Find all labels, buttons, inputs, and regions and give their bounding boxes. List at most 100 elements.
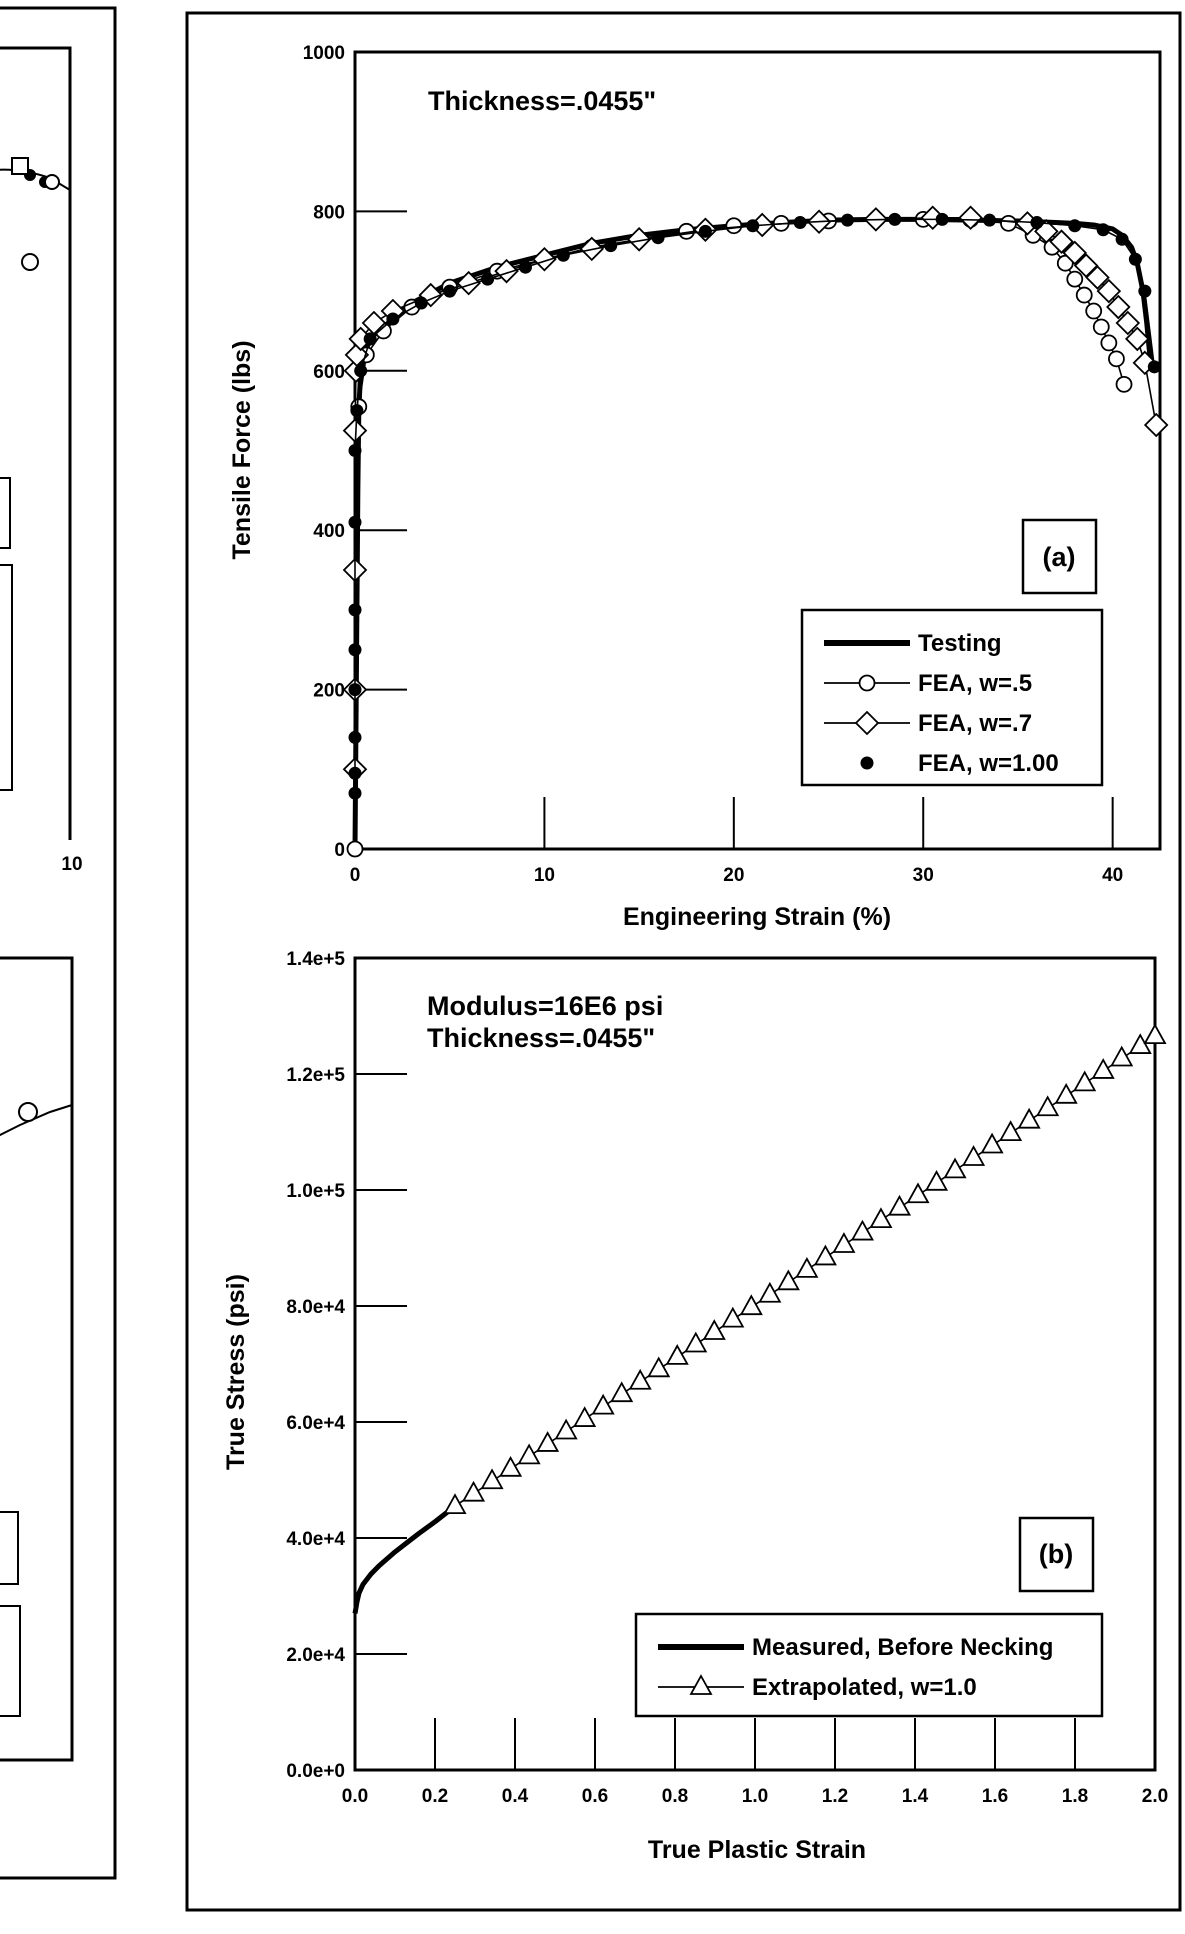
data-point-extrapolated-w-1-0 (1143, 1023, 1167, 1045)
legend-label: FEA, w=.7 (918, 710, 1032, 737)
data-point-fea-w-1-00 (840, 213, 854, 227)
x-tick-label: 2.0 (1142, 1786, 1168, 1807)
x-tick-label: 30 (913, 865, 934, 886)
data-point-fea-w-1-00 (481, 272, 495, 286)
x-tick-label: 40 (1102, 865, 1123, 886)
y-tick-label: 1000 (303, 43, 345, 64)
chart-a-panel-label-box (1021, 518, 1098, 595)
data-point-fea-w-5 (346, 840, 364, 858)
chart-a-thickness-annotation: Thickness=.0455" (428, 86, 656, 116)
data-point-fea-w-7 (1085, 265, 1110, 290)
data-point-extrapolated-w-1-0 (776, 1269, 800, 1291)
data-point-fea-w-1-00 (518, 260, 532, 274)
x-tick-label: 1.8 (1062, 1786, 1088, 1807)
data-point-fea-w-7 (456, 270, 481, 296)
chart-b-legend: Measured, Before Necking Extrapolated, w=… (634, 1612, 1104, 1718)
data-point-extrapolated-w-1-0 (962, 1145, 986, 1166)
data-point-fea-w-5 (1100, 334, 1118, 352)
main-panel-frame (185, 11, 1182, 1912)
x-tick-label: 1.0 (742, 1786, 768, 1807)
data-point-fea-w-1-00 (348, 643, 362, 657)
x-tick-label: 0.6 (582, 1786, 608, 1807)
data-point-fea-w-1-00 (348, 786, 362, 800)
data-point-extrapolated-w-1-0 (1054, 1082, 1078, 1104)
legend-label: Extrapolated, w=1.0 (752, 1674, 977, 1701)
legend-label: Measured, Before Necking (752, 1634, 1053, 1661)
data-point-extrapolated-w-1-0 (999, 1120, 1023, 1141)
left-marker-circle (44, 174, 60, 190)
data-point-fea-w-7 (626, 227, 652, 252)
chart-a: 0 200 400 600 800 1000 0 10 20 30 40 Thickness=.04… (228, 43, 1169, 931)
chart-b-thickness-annotation: Thickness=.0455" (427, 1023, 655, 1053)
data-point-extrapolated-w-1-0 (517, 1443, 541, 1465)
left-box (0, 1511, 19, 1585)
data-point-extrapolated-w-1-0 (443, 1493, 467, 1514)
data-point-fea-w-7 (1096, 278, 1122, 304)
data-point-extrapolated-w-1-0 (1110, 1045, 1134, 1067)
data-point-fea-w-1-00 (604, 239, 618, 253)
data-point-extrapolated-w-1-0 (628, 1368, 652, 1390)
data-point-fea-w-1-00 (651, 231, 665, 245)
legend-label: FEA, w=.5 (918, 670, 1032, 697)
data-point-extrapolated-w-1-0 (1073, 1070, 1097, 1092)
chart-b-modulus-annotation: Modulus=16E6 psi (427, 991, 663, 1021)
chart-b-x-axis-label: True Plastic Strain (648, 1836, 866, 1864)
legend-swatch-marker (689, 1674, 713, 1695)
y-tick-label: 4.0e+4 (286, 1529, 345, 1550)
data-point-extrapolated-w-1-0 (739, 1294, 763, 1316)
chart-a-series (342, 205, 1169, 858)
y-tick-label: 1.0e+5 (286, 1181, 345, 1202)
data-point-fea-w-7 (1073, 253, 1099, 278)
data-point-fea-w-1-00 (1128, 252, 1142, 266)
legend-swatch-marker (858, 674, 876, 692)
left-box (0, 564, 13, 791)
x-tick-label: 0.8 (662, 1786, 688, 1807)
x-tick-label: 20 (723, 865, 744, 886)
data-point-extrapolated-w-1-0 (499, 1455, 523, 1477)
data-point-fea-w-1-00 (888, 212, 902, 226)
data-point-fea-w-1-00 (414, 296, 428, 310)
y-tick-label: 1.2e+5 (286, 1065, 345, 1086)
x-tick-label: 10 (534, 865, 555, 886)
data-point-extrapolated-w-1-0 (461, 1480, 486, 1502)
chart-b-panel-label: (b) (1039, 1539, 1073, 1569)
x-tick-label: 0 (350, 865, 361, 886)
y-tick-label: 400 (313, 521, 345, 542)
left-upper-plot-frame (0, 46, 72, 840)
data-point-fea-w-1-00 (1096, 223, 1110, 237)
data-point-fea-w-1-00 (348, 515, 362, 529)
data-point-fea-w-5 (1115, 375, 1133, 393)
data-point-fea-w-7 (1049, 229, 1074, 254)
y-tick-label: 600 (313, 362, 345, 383)
data-point-fea-w-1-00 (698, 224, 712, 238)
data-point-fea-w-1-00 (935, 212, 949, 226)
y-tick-label: 6.0e+4 (286, 1413, 345, 1434)
data-point-fea-w-1-00 (1147, 360, 1161, 374)
y-tick-label: 2.0e+4 (286, 1645, 345, 1666)
data-point-fea-w-1-00 (746, 219, 760, 233)
data-point-extrapolated-w-1-0 (980, 1132, 1004, 1154)
left-panel-fragment: 10 (0, 6, 117, 1880)
data-point-fea-w-7 (1124, 326, 1150, 352)
data-point-fea-w-7 (1062, 240, 1088, 266)
data-point-extrapolated-w-1-0 (943, 1157, 967, 1179)
left-lower-plot-frame (0, 956, 74, 1762)
data-point-fea-w-7 (1143, 412, 1169, 438)
data-point-extrapolated-w-1-0 (1017, 1107, 1041, 1129)
data-point-extrapolated-w-1-0 (721, 1306, 745, 1328)
data-point-fea-w-1-00 (1115, 232, 1129, 246)
chart-b-ticks: 0.0e+0 2.0e+4 4.0e+4 6.0e+4 8.0e+4 1.0e+5 1.2e… (286, 949, 1168, 1807)
data-point-extrapolated-w-1-0 (554, 1418, 578, 1440)
data-point-fea-w-7 (494, 258, 519, 284)
left-marker-circle (21, 253, 39, 271)
chart-a-panel-label: (a) (1043, 542, 1076, 572)
x-tick-label: 0.2 (422, 1786, 448, 1807)
data-point-fea-w-1-00 (1068, 219, 1082, 233)
data-point-fea-w-1-00 (348, 603, 362, 617)
data-point-fea-w-1-00 (443, 284, 457, 298)
data-point-extrapolated-w-1-0 (906, 1182, 930, 1204)
data-point-fea-w-1-00 (556, 248, 570, 262)
legend-label: FEA, w=1.00 (918, 750, 1059, 777)
